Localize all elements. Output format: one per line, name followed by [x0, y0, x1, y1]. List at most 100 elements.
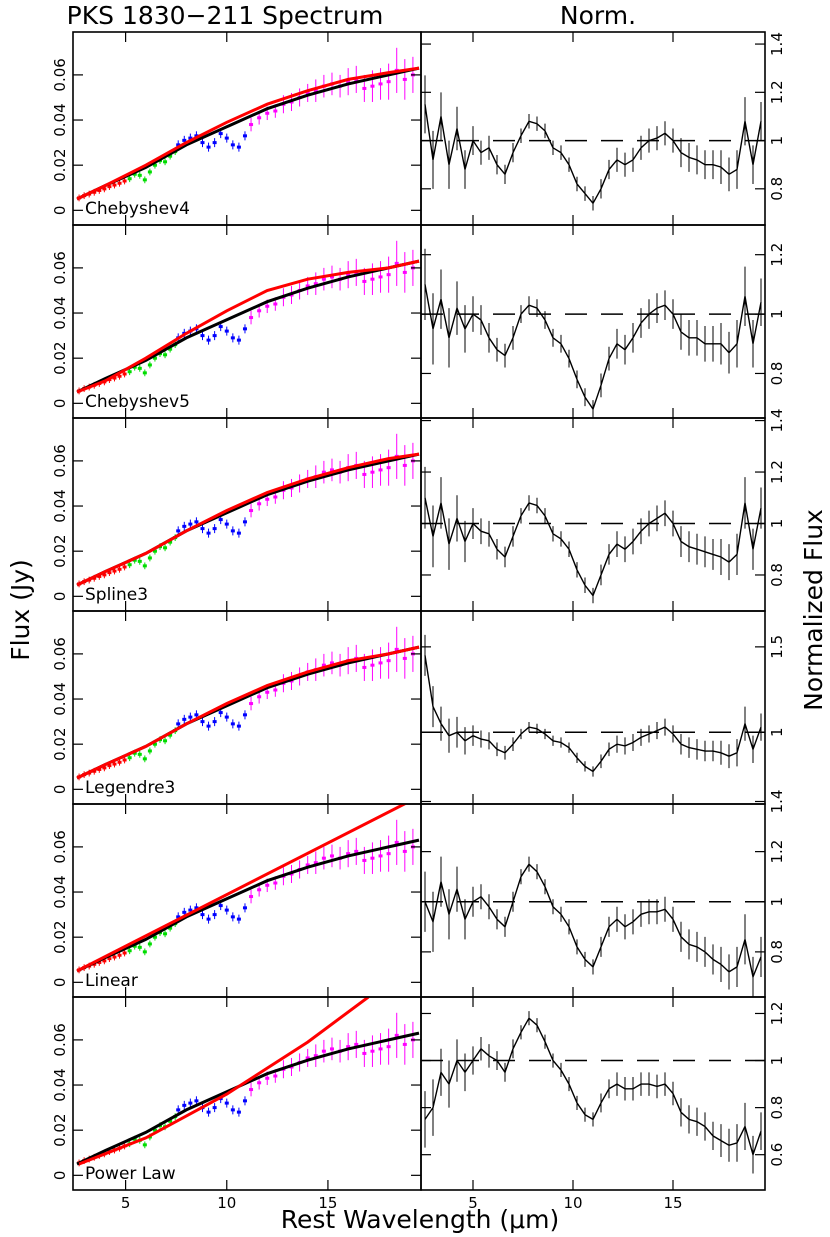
y-tick-label: 0.04	[51, 1068, 69, 1101]
data-point	[257, 502, 262, 506]
x-tick-label: 15	[318, 1194, 337, 1212]
y2-tick-label: 1	[768, 1056, 786, 1066]
data-point	[236, 338, 241, 342]
data-point	[236, 531, 241, 535]
x-axis-title: Rest Wavelength (μm)	[281, 1205, 559, 1234]
data-point	[212, 720, 217, 724]
data-point	[127, 949, 132, 953]
y2-tick-label: 1.2	[768, 80, 786, 104]
data-point	[194, 713, 199, 717]
data-point	[305, 284, 310, 288]
data-point	[242, 1099, 247, 1103]
data-point	[102, 959, 107, 963]
data-point	[370, 470, 375, 474]
data-point	[313, 89, 318, 93]
data-point	[273, 688, 278, 692]
data-point	[378, 275, 383, 279]
data-point	[230, 336, 235, 340]
y2-tick-label: 1.2	[768, 1002, 786, 1026]
data-point	[386, 273, 391, 277]
data-point	[313, 1054, 318, 1058]
data-point	[132, 172, 137, 176]
data-point	[194, 520, 199, 524]
data-point	[249, 316, 254, 320]
data-point	[142, 757, 147, 761]
data-point	[142, 178, 147, 182]
y-tick-label: 0.06	[51, 251, 69, 284]
data-point	[127, 177, 132, 181]
flux-panel	[76, 47, 420, 202]
norm-panel	[421, 248, 765, 418]
data-point	[224, 329, 229, 333]
fit-label: Legendre3	[85, 778, 175, 798]
y2-tick-label: 0.8	[768, 362, 786, 386]
y2-tick-label: 1	[768, 897, 786, 907]
data-point	[147, 749, 152, 753]
data-point	[257, 888, 262, 892]
data-point	[265, 111, 270, 115]
y-tick-label: 0	[51, 399, 69, 409]
y-tick-label: 0	[51, 978, 69, 988]
data-point	[257, 695, 262, 699]
data-point	[212, 1106, 217, 1110]
data-point	[362, 279, 367, 283]
data-point	[194, 906, 199, 910]
y-tick-label: 0.02	[51, 148, 69, 181]
data-point	[386, 659, 391, 663]
flux-panel	[76, 804, 420, 974]
data-point	[200, 334, 205, 338]
data-point	[224, 1101, 229, 1105]
data-point	[362, 86, 367, 90]
norm-line	[424, 104, 762, 205]
data-point	[273, 495, 278, 499]
data-point	[132, 558, 137, 562]
data-point	[97, 960, 102, 964]
data-point	[242, 520, 247, 524]
data-point	[112, 569, 117, 573]
data-point	[127, 756, 132, 760]
data-point	[236, 145, 241, 149]
data-point	[378, 1047, 383, 1051]
data-point	[168, 733, 173, 737]
data-point	[122, 565, 127, 569]
data-point	[236, 917, 241, 921]
data-point	[249, 895, 254, 899]
data-point	[305, 91, 310, 95]
fit-line	[76, 66, 420, 201]
norm-line	[424, 655, 762, 773]
data-point	[137, 559, 142, 563]
data-point	[152, 935, 157, 939]
y2-tick-label: 1	[768, 136, 786, 146]
norm-line	[424, 1017, 762, 1158]
data-point	[112, 955, 117, 959]
y2-tick-label: 0.6	[768, 1143, 786, 1167]
flux-panel	[76, 626, 420, 781]
data-point	[370, 856, 375, 860]
data-point	[265, 1076, 270, 1080]
y-tick-label: 0.02	[51, 1113, 69, 1146]
data-point	[102, 573, 107, 577]
panel-frame	[420, 996, 766, 1191]
data-point	[313, 282, 318, 286]
norm-panel	[421, 1011, 765, 1174]
fit-label: Spline3	[85, 585, 148, 605]
data-point	[200, 527, 205, 531]
y-tick-label: 0.04	[51, 682, 69, 715]
y-tick-label: 0.06	[51, 830, 69, 863]
data-point	[402, 77, 407, 81]
flux-panel	[76, 433, 420, 588]
data-point	[117, 374, 122, 378]
data-point	[402, 1042, 407, 1046]
data-point	[218, 325, 223, 329]
data-point	[249, 1088, 254, 1092]
y2-tick-label: 1.2	[768, 460, 786, 484]
data-point	[200, 141, 205, 145]
data-point	[305, 1056, 310, 1060]
data-point	[137, 366, 142, 370]
data-point	[117, 953, 122, 957]
data-point	[168, 540, 173, 544]
data-point	[97, 188, 102, 192]
y2-tick-label: 0.8	[768, 1096, 786, 1120]
data-point	[142, 950, 147, 954]
